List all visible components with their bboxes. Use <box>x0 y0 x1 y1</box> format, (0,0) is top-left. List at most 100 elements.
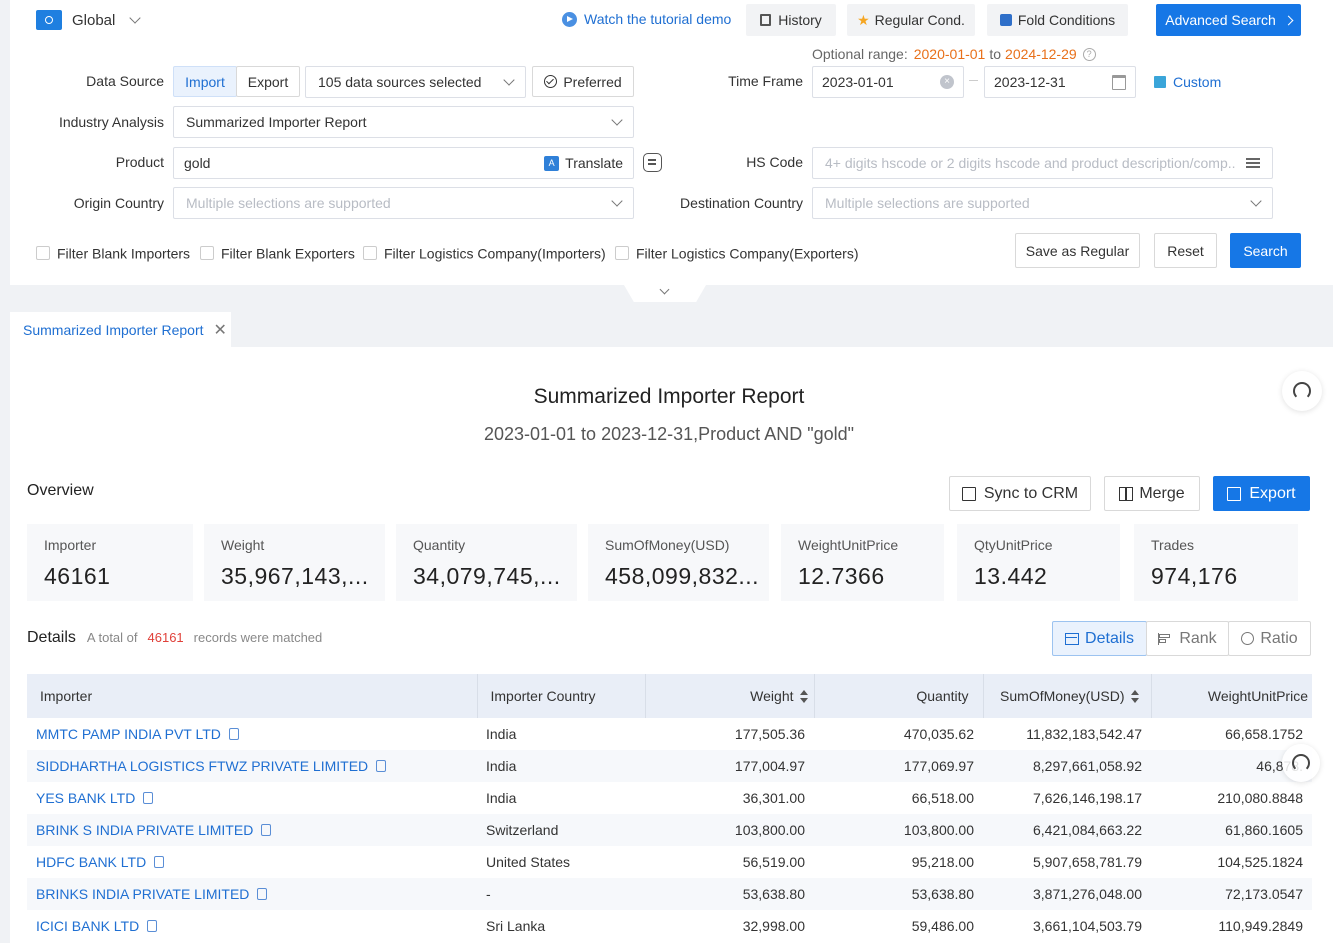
list-icon[interactable] <box>1246 158 1260 168</box>
sum-of-money-cell: 3,661,104,503.79 <box>983 910 1151 942</box>
custom-icon <box>1154 76 1166 88</box>
card-value: 12.7366 <box>798 563 885 589</box>
copy-icon[interactable] <box>143 792 154 804</box>
origin-country-select[interactable]: Multiple selections are supported <box>173 187 634 219</box>
filter-logistics-importers[interactable]: Filter Logistics Company(Importers) <box>363 244 606 261</box>
destination-country-placeholder: Multiple selections are supported <box>825 195 1030 211</box>
weight-unit-price-cell: 61,860.1605 <box>1151 814 1312 846</box>
copy-icon[interactable] <box>154 856 165 868</box>
preferred-button[interactable]: Preferred <box>532 66 634 97</box>
search-button[interactable]: Search <box>1230 233 1301 268</box>
clear-icon[interactable]: × <box>940 75 954 89</box>
headset-icon[interactable] <box>1282 744 1320 782</box>
product-input[interactable]: gold A Translate <box>173 147 634 179</box>
importer-cell[interactable]: BRINK S INDIA PRIVATE LIMITED <box>27 814 477 846</box>
column-header-quantity[interactable]: Quantity <box>814 674 984 718</box>
time-to-input[interactable]: 2023-12-31 <box>984 66 1136 98</box>
details-label: Details <box>27 629 76 646</box>
hs-code-input[interactable]: 4+ digits hscode or 2 digits hscode and … <box>812 147 1273 179</box>
table-row: SIDDHARTHA LOGISTICS FTWZ PRIVATE LIMITE… <box>27 750 1312 782</box>
collapse-handle[interactable] <box>624 285 706 302</box>
rank-view-label: Rank <box>1179 629 1217 647</box>
industry-select[interactable]: Summarized Importer Report <box>173 106 634 138</box>
importer-link[interactable]: MMTC PAMP INDIA PVT LTD <box>36 726 221 742</box>
chevron-down-icon <box>611 114 623 126</box>
fold-conditions-button[interactable]: Fold Conditions <box>987 4 1128 36</box>
overview-card-sum-of-money: SumOfMoney(USD) 458,099,832... <box>588 524 769 601</box>
merge-button[interactable]: Merge <box>1104 476 1200 511</box>
data-sources-value: 105 data sources selected <box>318 74 482 90</box>
importer-link[interactable]: ICICI BANK LTD <box>36 918 140 934</box>
details-view-tab[interactable]: Details <box>1052 621 1147 656</box>
export-button[interactable]: Export <box>1213 476 1310 511</box>
checkbox[interactable] <box>200 246 214 261</box>
checkbox[interactable] <box>615 246 629 261</box>
regular-cond-button[interactable]: ★ Regular Cond. <box>847 4 975 36</box>
weight-cell: 56,519.00 <box>645 846 814 878</box>
column-header-weight[interactable]: Weight <box>645 674 815 718</box>
importer-link[interactable]: YES BANK LTD <box>36 790 136 806</box>
import-tab[interactable]: Import <box>173 66 237 97</box>
importer-link[interactable]: HDFC BANK LTD <box>36 854 147 870</box>
export-tab-label: Export <box>247 73 289 90</box>
time-from-input[interactable]: 2023-01-01 × <box>812 66 964 98</box>
headset-icon[interactable] <box>1282 371 1322 411</box>
report-tab[interactable]: Summarized Importer Report ✕ <box>10 312 231 347</box>
data-sources-select[interactable]: 105 data sources selected <box>305 66 526 98</box>
close-icon[interactable]: ✕ <box>213 321 227 339</box>
export-tab[interactable]: Export <box>236 66 300 97</box>
importer-link[interactable]: BRINK S INDIA PRIVATE LIMITED <box>36 822 254 838</box>
time-frame-label: Time Frame <box>728 73 803 89</box>
rank-view-tab[interactable]: Rank <box>1146 621 1229 656</box>
overview-card-quantity: Quantity 34,079,745,... <box>396 524 577 601</box>
ai-assist-icon[interactable] <box>643 153 662 172</box>
importer-cell[interactable]: YES BANK LTD <box>27 782 477 814</box>
destination-country-select[interactable]: Multiple selections are supported <box>812 187 1273 219</box>
custom-button[interactable]: Custom <box>1154 74 1221 90</box>
importer-cell[interactable]: MMTC PAMP INDIA PVT LTD <box>27 718 477 750</box>
importer-cell[interactable]: SIDDHARTHA LOGISTICS FTWZ PRIVATE LIMITE… <box>27 750 477 782</box>
importer-link[interactable]: BRINKS INDIA PRIVATE LIMITED <box>36 886 250 902</box>
importer-link[interactable]: SIDDHARTHA LOGISTICS FTWZ PRIVATE LIMITE… <box>36 758 369 774</box>
column-header-importer[interactable]: Importer <box>27 674 478 718</box>
tutorial-link[interactable]: Watch the tutorial demo <box>562 11 731 27</box>
importer-cell[interactable]: BRINKS INDIA PRIVATE LIMITED <box>27 878 477 910</box>
custom-label: Custom <box>1173 74 1222 90</box>
column-header-weight-unit-price[interactable]: WeightUnitPrice <box>1151 674 1312 718</box>
copy-icon[interactable] <box>261 824 272 836</box>
translate-button[interactable]: A Translate <box>544 155 623 171</box>
hs-code-placeholder: 4+ digits hscode or 2 digits hscode and … <box>825 155 1235 171</box>
history-button[interactable]: History <box>746 4 836 36</box>
sum-of-money-cell: 6,421,084,663.22 <box>983 814 1151 846</box>
importer-cell[interactable]: HDFC BANK LTD <box>27 846 477 878</box>
importer-cell[interactable]: ICICI BANK LTD <box>27 910 477 942</box>
ratio-view-tab[interactable]: Ratio <box>1228 621 1311 656</box>
range-separator <box>969 80 978 81</box>
industry-label: Industry Analysis <box>58 114 164 130</box>
sync-crm-button[interactable]: Sync to CRM <box>949 476 1091 511</box>
region-selector[interactable]: Global <box>36 9 142 31</box>
sum-of-money-cell: 11,832,183,542.47 <box>983 718 1151 750</box>
copy-icon[interactable] <box>228 728 239 740</box>
column-header-sum-of-money[interactable]: SumOfMoney(USD) <box>983 674 1152 718</box>
save-as-regular-button[interactable]: Save as Regular <box>1015 233 1140 268</box>
filter-blank-exporters[interactable]: Filter Blank Exporters <box>200 244 355 261</box>
checkbox[interactable] <box>36 246 50 261</box>
copy-icon[interactable] <box>376 760 387 772</box>
column-header-importer-country[interactable]: Importer Country <box>477 674 646 718</box>
filter-logistics-exporters[interactable]: Filter Logistics Company(Exporters) <box>615 244 859 261</box>
checkbox[interactable] <box>363 246 377 261</box>
merge-icon <box>1119 486 1134 501</box>
export-icon <box>1227 486 1242 501</box>
copy-icon[interactable] <box>257 888 268 900</box>
filter-blank-importers[interactable]: Filter Blank Importers <box>36 244 190 261</box>
advanced-search-button[interactable]: Advanced Search <box>1156 4 1301 36</box>
weight-cell: 53,638.80 <box>645 878 814 910</box>
reset-button[interactable]: Reset <box>1154 233 1217 268</box>
quantity-cell: 95,218.00 <box>814 846 983 878</box>
weight-unit-price-cell: 210,080.8848 <box>1151 782 1312 814</box>
save-as-regular-label: Save as Regular <box>1025 242 1130 259</box>
copy-icon[interactable] <box>147 920 158 932</box>
quantity-cell: 470,035.62 <box>814 718 983 750</box>
chevron-down-icon <box>659 285 670 295</box>
